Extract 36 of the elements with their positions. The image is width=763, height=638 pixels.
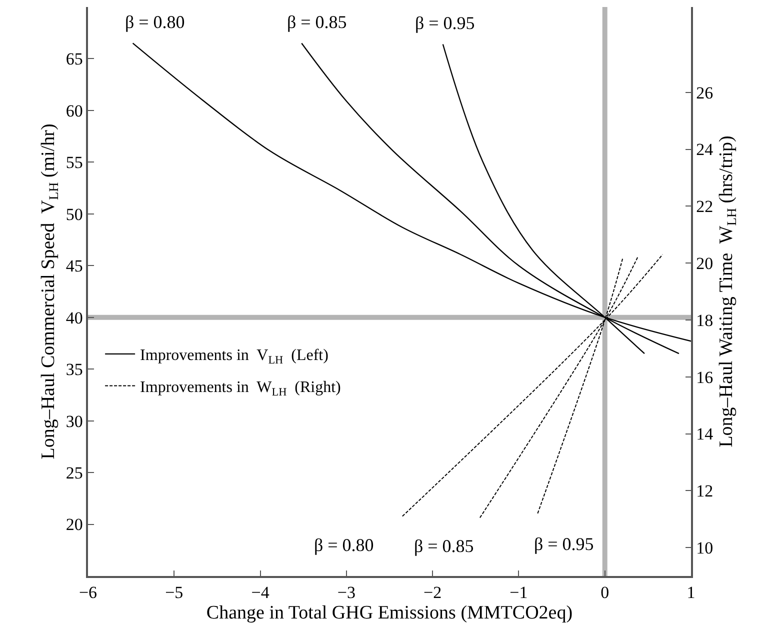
y-tick-label: 60	[66, 101, 83, 120]
x-tick-label: −6	[78, 583, 98, 602]
x-tick-label: 1	[686, 583, 696, 602]
y-tick-label: 55	[66, 153, 83, 172]
x-tick-label: −4	[251, 583, 270, 602]
annotation: β = 0.80	[125, 12, 185, 32]
y2-tick-label: 14	[696, 424, 714, 444]
annotation: β = 0.95	[415, 13, 475, 33]
y-tick-label: 50	[66, 204, 83, 224]
x-axis-title: Change in Total GHG Emissions (MMTCO2eq)	[206, 602, 573, 624]
y-tick-label: 20	[66, 515, 83, 534]
y-tick-label: 35	[66, 360, 83, 380]
y2-tick-label: 20	[696, 254, 714, 273]
legend-label: Improvements in V$_{LH}$ (Left)	[140, 347, 328, 367]
annotation: β = 0.80	[314, 535, 374, 555]
annotation: β = 0.85	[287, 12, 347, 32]
x-tick-label: −1	[510, 583, 528, 602]
annotation: β = 0.85	[414, 536, 474, 556]
y-tick-label: 30	[66, 412, 83, 431]
y2-tick-label: 16	[696, 368, 714, 387]
y-tick-label: 45	[66, 256, 83, 276]
y-tick-label: 65	[66, 50, 83, 69]
y-tick-label: 25	[66, 464, 83, 482]
y2-tick-label: 18	[696, 310, 714, 330]
legend-label: Improvements in W$_{LH}$ (Right)	[140, 378, 341, 398]
x-tick-label: −3	[337, 583, 356, 602]
y-tick-label: 40	[66, 308, 83, 328]
y2-tick-label: 10	[696, 538, 714, 558]
y2-tick-label: 26	[696, 83, 714, 102]
y2-tick-label: 24	[696, 140, 714, 160]
x-tick-label: −5	[165, 583, 184, 602]
y2-tick-label: 22	[696, 197, 714, 216]
annotation: β = 0.95	[534, 534, 594, 554]
x-tick-label: 0	[600, 583, 610, 602]
y2-tick-label: 12	[696, 482, 714, 501]
x-tick-label: −2	[424, 583, 442, 602]
